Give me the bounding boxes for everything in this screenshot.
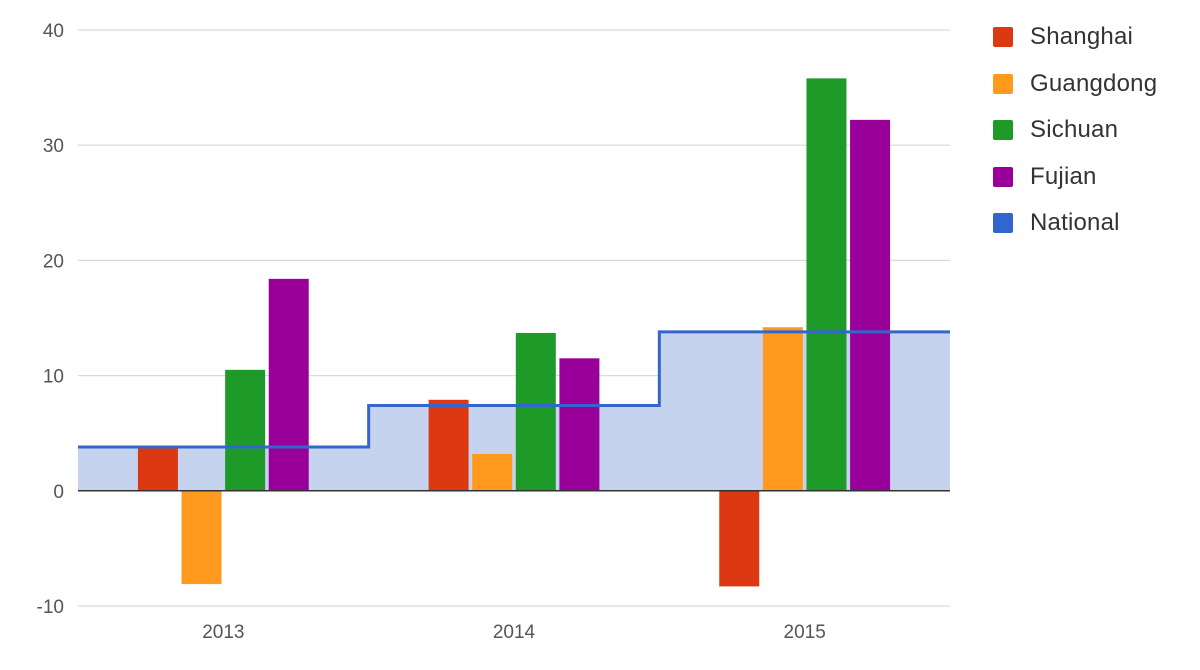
- bar-fujian-2014: [559, 358, 600, 491]
- x-tick-label: 2015: [784, 622, 826, 643]
- y-tick-label: 40: [43, 21, 64, 42]
- legend: Shanghai Guangdong Sichuan Fujian National: [993, 14, 1157, 247]
- bar-shanghai-2015: [719, 490, 760, 587]
- y-axis-ticks: 40 30 20 10 0 -10: [37, 21, 64, 618]
- legend-swatch: [993, 120, 1013, 141]
- bar-guangdong-2014: [472, 453, 513, 491]
- legend-swatch: [993, 27, 1013, 48]
- x-axis-ticks: 2013 2014 2015: [202, 622, 826, 643]
- national-line: [78, 330, 950, 449]
- legend-label: Fujian: [1030, 162, 1097, 190]
- legend-label: Guangdong: [1030, 69, 1158, 97]
- y-tick-label: 0: [53, 482, 64, 503]
- bar-guangdong-2013: [181, 490, 222, 585]
- legend-item-sichuan: Sichuan: [993, 107, 1157, 154]
- x-tick-label: 2013: [202, 622, 244, 643]
- legend-swatch: [993, 166, 1013, 187]
- y-tick-label: -10: [37, 597, 64, 618]
- legend-item-fujian: Fujian: [993, 154, 1157, 201]
- legend-item-shanghai: Shanghai: [993, 14, 1157, 61]
- bar-guangdong-2015: [762, 327, 803, 491]
- legend-item-national: National: [993, 200, 1157, 247]
- legend-swatch: [993, 73, 1013, 94]
- legend-label: National: [1030, 209, 1120, 237]
- x-tick-label: 2014: [493, 622, 536, 643]
- bars-layer: [78, 78, 950, 587]
- y-tick-label: 10: [43, 367, 64, 388]
- legend-swatch: [993, 213, 1013, 234]
- legend-label: Shanghai: [1030, 23, 1134, 51]
- legend-label: Sichuan: [1030, 116, 1119, 144]
- bar-shanghai-2013: [137, 448, 178, 491]
- y-tick-label: 30: [43, 136, 64, 157]
- bar-sichuan-2015: [806, 78, 847, 491]
- bar-fujian-2015: [850, 119, 891, 491]
- y-tick-label: 20: [43, 251, 64, 272]
- legend-item-guangdong: Guangdong: [993, 61, 1157, 108]
- national-line-layer: [78, 330, 950, 449]
- bar-shanghai-2014: [428, 399, 469, 491]
- bar-sichuan-2014: [515, 332, 556, 491]
- bar-fujian-2013: [268, 278, 309, 491]
- bar-sichuan-2013: [225, 369, 266, 491]
